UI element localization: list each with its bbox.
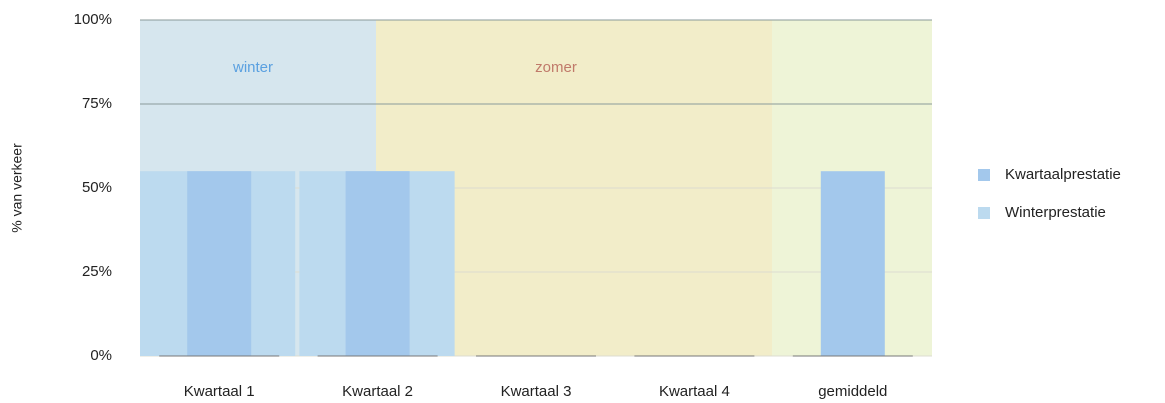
x-tick-label: Kwartaal 1 bbox=[184, 383, 255, 400]
y-axis-label: % van verkeer bbox=[9, 143, 25, 233]
region-label: zomer bbox=[535, 59, 577, 76]
bar bbox=[187, 171, 252, 356]
region-label: winter bbox=[232, 59, 273, 76]
y-tick-label: 100% bbox=[74, 11, 112, 28]
x-tick-label: Kwartaal 3 bbox=[501, 383, 572, 400]
legend-label: Winterprestatie bbox=[1005, 204, 1106, 221]
x-tick-label: Kwartaal 2 bbox=[342, 383, 413, 400]
y-tick-label: 75% bbox=[82, 95, 112, 112]
bar bbox=[345, 171, 410, 356]
x-tick-label: Kwartaal 4 bbox=[659, 383, 730, 400]
y-tick-label: 25% bbox=[82, 263, 112, 280]
legend-swatch bbox=[978, 207, 990, 219]
y-tick-label: 0% bbox=[90, 347, 112, 364]
bar bbox=[820, 171, 885, 356]
x-tick-label: gemiddeld bbox=[818, 383, 887, 400]
y-tick-label: 50% bbox=[82, 179, 112, 196]
legend-swatch bbox=[978, 169, 990, 181]
legend-label: Kwartaalprestatie bbox=[1005, 166, 1121, 183]
